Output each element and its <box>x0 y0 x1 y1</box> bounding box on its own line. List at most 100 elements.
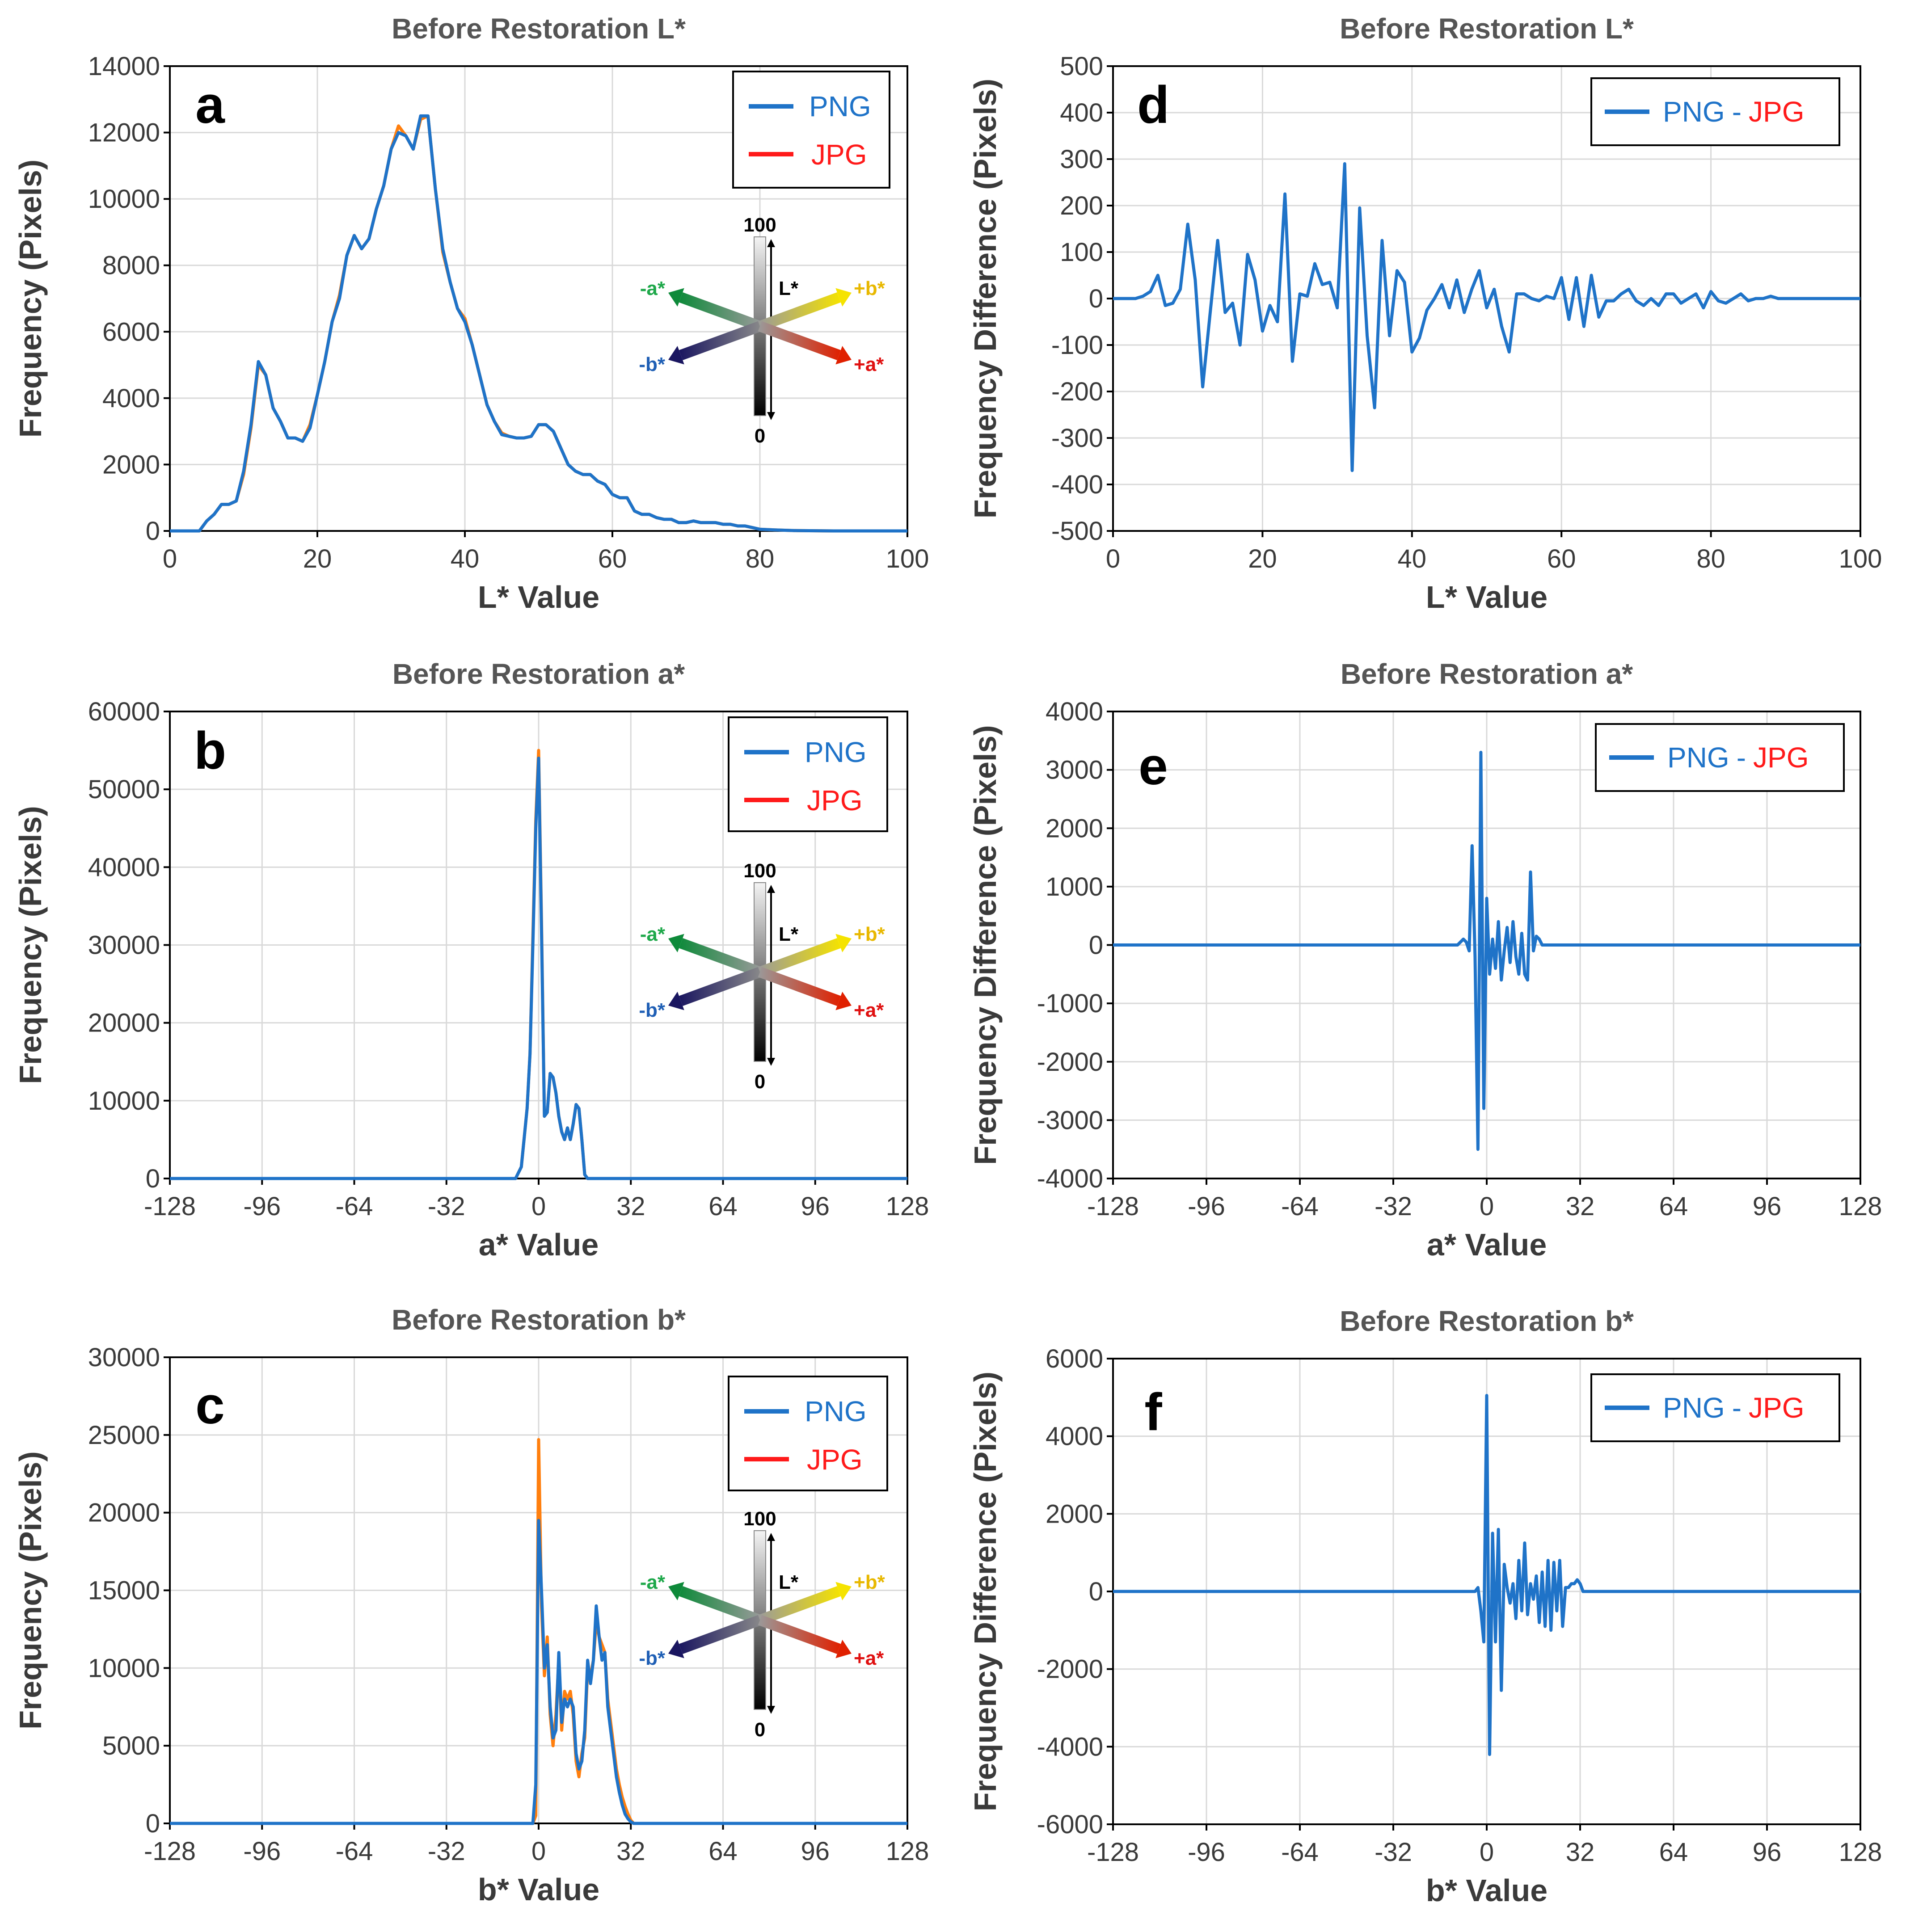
x-tick-label: 80 <box>1696 544 1725 573</box>
y-tick-label: -1000 <box>1037 989 1103 1018</box>
x-tick-label: -32 <box>428 1192 465 1221</box>
x-tick-label: 96 <box>801 1192 830 1221</box>
series-line-png-jpg <box>1113 162 1860 472</box>
x-tick-label: 64 <box>708 1837 738 1866</box>
y-axis-label: Frequency (Pixels) <box>13 1451 48 1729</box>
legend-label-png: PNG <box>1663 96 1725 128</box>
y-tick-label: 14000 <box>88 52 160 81</box>
x-tick-label: 128 <box>886 1837 929 1866</box>
x-axis-label: a* Value <box>479 1227 599 1262</box>
pos-b-arrow-head-icon <box>835 934 852 952</box>
y-tick-label: 10000 <box>88 1654 160 1683</box>
x-tick-label: 32 <box>616 1837 645 1866</box>
legend-label-jpg: JPG <box>1749 1392 1804 1424</box>
legend: PNG JPG <box>732 71 890 189</box>
x-tick-label: -64 <box>336 1192 373 1221</box>
neg-b-arrow-head-icon <box>668 1640 684 1658</box>
y-tick-label: -4000 <box>1037 1732 1103 1761</box>
pos-a-label: +a* <box>854 1647 884 1669</box>
x-tick-label: 80 <box>746 544 775 573</box>
y-axis-label: Frequency Difference (Pixels) <box>968 725 1003 1165</box>
neg-b-label: -b* <box>639 1647 666 1669</box>
legend-label-png: PNG <box>1663 1392 1725 1424</box>
legend-separator: - <box>1732 1392 1742 1424</box>
l-max-label: 100 <box>743 214 776 236</box>
pos-b-arrow-head-icon <box>835 288 852 307</box>
legend: PNG JPG <box>728 716 888 832</box>
legend-label-jpg: JPG <box>811 139 867 171</box>
x-tick-label: 0 <box>1480 1192 1494 1221</box>
y-tick-label: 5000 <box>102 1731 160 1760</box>
chart-title: Before Restoration b* <box>392 1304 686 1336</box>
x-tick-label: -128 <box>144 1837 196 1866</box>
pos-b-arrow <box>758 292 841 332</box>
panel-letter: e <box>1139 737 1168 796</box>
y-tick-label: 500 <box>1060 52 1103 81</box>
neg-b-arrow <box>679 1615 762 1654</box>
x-tick-label: 96 <box>1753 1192 1782 1221</box>
x-tick-label: 100 <box>1839 544 1882 573</box>
neg-b-arrow <box>679 321 762 360</box>
x-axis-label: L* Value <box>1426 580 1548 615</box>
neg-a-label: -a* <box>640 923 666 945</box>
panel-letter: f <box>1144 1383 1162 1442</box>
chart-panel-a: 0 20 40 60 80 100 0 2000 4000 6000 8000 10000 12000 1… <box>13 13 929 615</box>
x-axis-label: b* Value <box>1426 1873 1548 1908</box>
legend: PNG - JPG <box>1590 77 1840 146</box>
y-tick-label: -300 <box>1051 424 1103 453</box>
x-tick-label: -32 <box>1375 1192 1412 1221</box>
y-tick-label: 2000 <box>1046 1499 1103 1528</box>
y-tick-label: -2000 <box>1037 1655 1103 1684</box>
chart-panel-e: -128 -96 -64 -32 0 32 64 96 128-4000-3000-2000-1… <box>968 658 1882 1262</box>
arrow-head-down-icon <box>767 412 775 420</box>
pos-a-arrow-head-icon <box>835 346 852 365</box>
x-tick-label: -128 <box>1087 1192 1139 1221</box>
x-tick-label: -32 <box>1375 1838 1412 1867</box>
x-tick-label: -128 <box>144 1192 196 1221</box>
pos-a-arrow-head-icon <box>835 1640 852 1658</box>
chart-title: Before Restoration a* <box>1341 658 1633 690</box>
x-tick-label: 0 <box>1106 544 1120 573</box>
pos-b-arrow <box>758 1586 841 1625</box>
plot-frame <box>169 65 908 532</box>
neg-a-arrow-head-icon <box>668 288 684 307</box>
y-tick-label: 8000 <box>102 251 160 280</box>
y-axis-label: Frequency (Pixels) <box>13 806 48 1084</box>
y-tick-label: 0 <box>146 517 160 546</box>
neg-a-arrow <box>679 1586 762 1625</box>
series-line-png <box>170 114 907 533</box>
chart-title: Before Restoration L* <box>392 13 686 45</box>
l-axis-label: L* <box>779 278 799 299</box>
y-tick-label: 60000 <box>88 697 160 726</box>
panel-letter: c <box>195 1376 225 1435</box>
y-tick-label: 20000 <box>88 1009 160 1038</box>
y-tick-label: 0 <box>146 1164 160 1193</box>
legend-label-png: PNG <box>809 90 871 122</box>
y-tick-label: 4000 <box>1046 1422 1103 1451</box>
x-axis-label: a* Value <box>1427 1227 1547 1262</box>
legend-box <box>728 716 888 832</box>
x-tick-label: 20 <box>303 544 332 573</box>
chart-panel-d: 0 20 40 60 80 100-500-400-300-200-10001002003… <box>968 13 1882 615</box>
legend-label-jpg: JPG <box>807 1444 862 1476</box>
y-axis-label: Frequency (Pixels) <box>13 160 48 438</box>
y-tick-label: 10000 <box>88 185 160 214</box>
x-tick-label: 32 <box>616 1192 645 1221</box>
y-tick-label: 0 <box>1089 284 1103 313</box>
y-tick-label: 12000 <box>88 118 160 147</box>
arrow-head-down-icon <box>767 1058 775 1066</box>
x-tick-label: -64 <box>1281 1192 1319 1221</box>
y-tick-label: -2000 <box>1037 1048 1103 1077</box>
panel-letter: a <box>195 76 225 135</box>
x-tick-label: 0 <box>531 1192 546 1221</box>
chart-title: Before Restoration a* <box>392 658 685 690</box>
y-tick-label: -4000 <box>1037 1164 1103 1193</box>
x-tick-label: 32 <box>1566 1192 1595 1221</box>
pos-a-arrow <box>758 967 841 1006</box>
y-tick-label: 2000 <box>102 450 160 479</box>
x-tick-label: 32 <box>1566 1838 1595 1867</box>
legend-separator: - <box>1737 741 1746 774</box>
y-tick-label: -6000 <box>1037 1810 1103 1839</box>
y-tick-label: -200 <box>1051 377 1103 406</box>
